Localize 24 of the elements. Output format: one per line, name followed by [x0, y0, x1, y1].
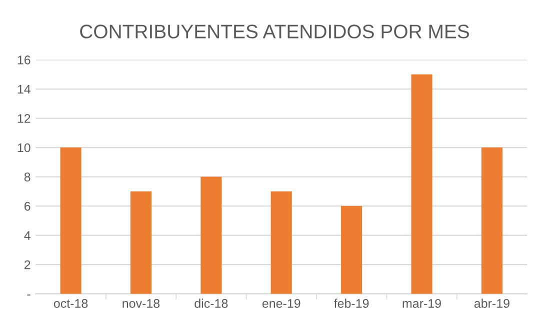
y-tick-label: 10 — [18, 143, 30, 152]
y-tick-label: 4 — [24, 231, 30, 240]
x-tick-label: ene-19 — [262, 299, 300, 308]
y-tick-label: - — [27, 294, 30, 296]
bar — [60, 148, 82, 294]
y-tick-label: 14 — [18, 84, 30, 94]
y-tick-label: 2 — [24, 260, 30, 270]
bar — [481, 148, 502, 294]
bar — [341, 206, 362, 294]
bar — [200, 176, 222, 294]
x-tick-label: abr-19 — [474, 298, 510, 308]
chart-title: CONTRIBUYENTES ATENDIDOS POR MES — [80, 24, 469, 38]
bar — [270, 191, 292, 294]
bar — [130, 191, 152, 294]
y-tick-label: 16 — [18, 56, 30, 64]
x-tick-label: nov-18 — [122, 299, 160, 308]
y-tick-label: 12 — [18, 114, 30, 123]
x-tick-label: dic-18 — [194, 298, 228, 308]
bar — [411, 74, 432, 294]
y-tick-label: 8 — [24, 172, 30, 182]
x-tick-label: mar-19 — [402, 299, 441, 308]
x-tick-label: feb-19 — [334, 298, 369, 308]
y-tick-label: 6 — [24, 202, 30, 211]
x-tick-label: oct-18 — [54, 299, 88, 308]
